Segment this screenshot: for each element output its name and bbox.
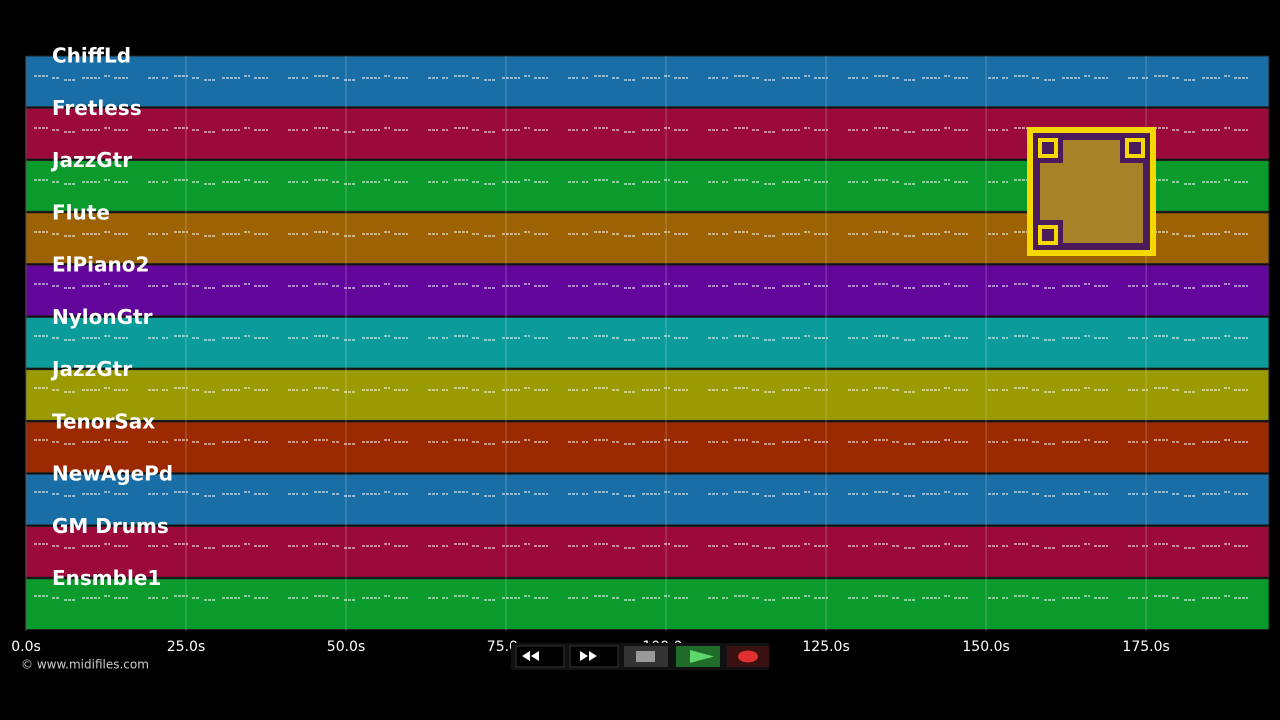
lanes: [25, 55, 1270, 631]
play-button[interactable]: [676, 646, 720, 667]
x-tick-label: 125.0s: [802, 639, 849, 655]
track-name: JazzGtr: [50, 357, 132, 381]
x-tick-label: 175.0s: [1122, 639, 1169, 655]
track-name: NylonGtr: [52, 305, 153, 329]
x-tick-label: 150.0s: [962, 639, 1009, 655]
track-name: ChiffLd: [52, 44, 131, 68]
lane-labels: ChiffLd Fretless JazzGtr Flute ElPiano2 Nylon…: [50, 44, 173, 591]
rewind-button[interactable]: [515, 645, 565, 668]
track-notes: [34, 267, 1261, 316]
track-name: NewAgePd: [52, 462, 173, 486]
track-name: Flute: [52, 200, 110, 224]
track-name: Ensmble1: [52, 566, 161, 590]
record-button[interactable]: [727, 646, 769, 667]
grid: [25, 56, 1147, 631]
track-notes: [34, 371, 1261, 420]
stop-button[interactable]: [624, 646, 668, 667]
track-notes: [34, 423, 1261, 473]
track-notes: [34, 528, 1261, 577]
track-notes: [34, 580, 1261, 629]
x-tick-label: 0.0s: [11, 639, 41, 655]
fast-forward-button[interactable]: [569, 645, 619, 668]
track-name: TenorSax: [52, 409, 155, 433]
qr-code: [1027, 127, 1156, 256]
track-notes: [34, 319, 1261, 368]
copyright: © www.midifiles.com: [21, 658, 149, 672]
track-name: ElPiano2: [52, 253, 149, 277]
track-notes: [34, 476, 1261, 525]
x-tick-label: 50.0s: [327, 639, 365, 655]
track-name: JazzGtr: [50, 148, 132, 172]
transport-controls: [511, 643, 769, 670]
track-notes: [34, 58, 1261, 107]
x-tick-label: 25.0s: [167, 639, 205, 655]
track-name: GM Drums: [52, 514, 169, 538]
track-name: Fretless: [52, 96, 142, 120]
